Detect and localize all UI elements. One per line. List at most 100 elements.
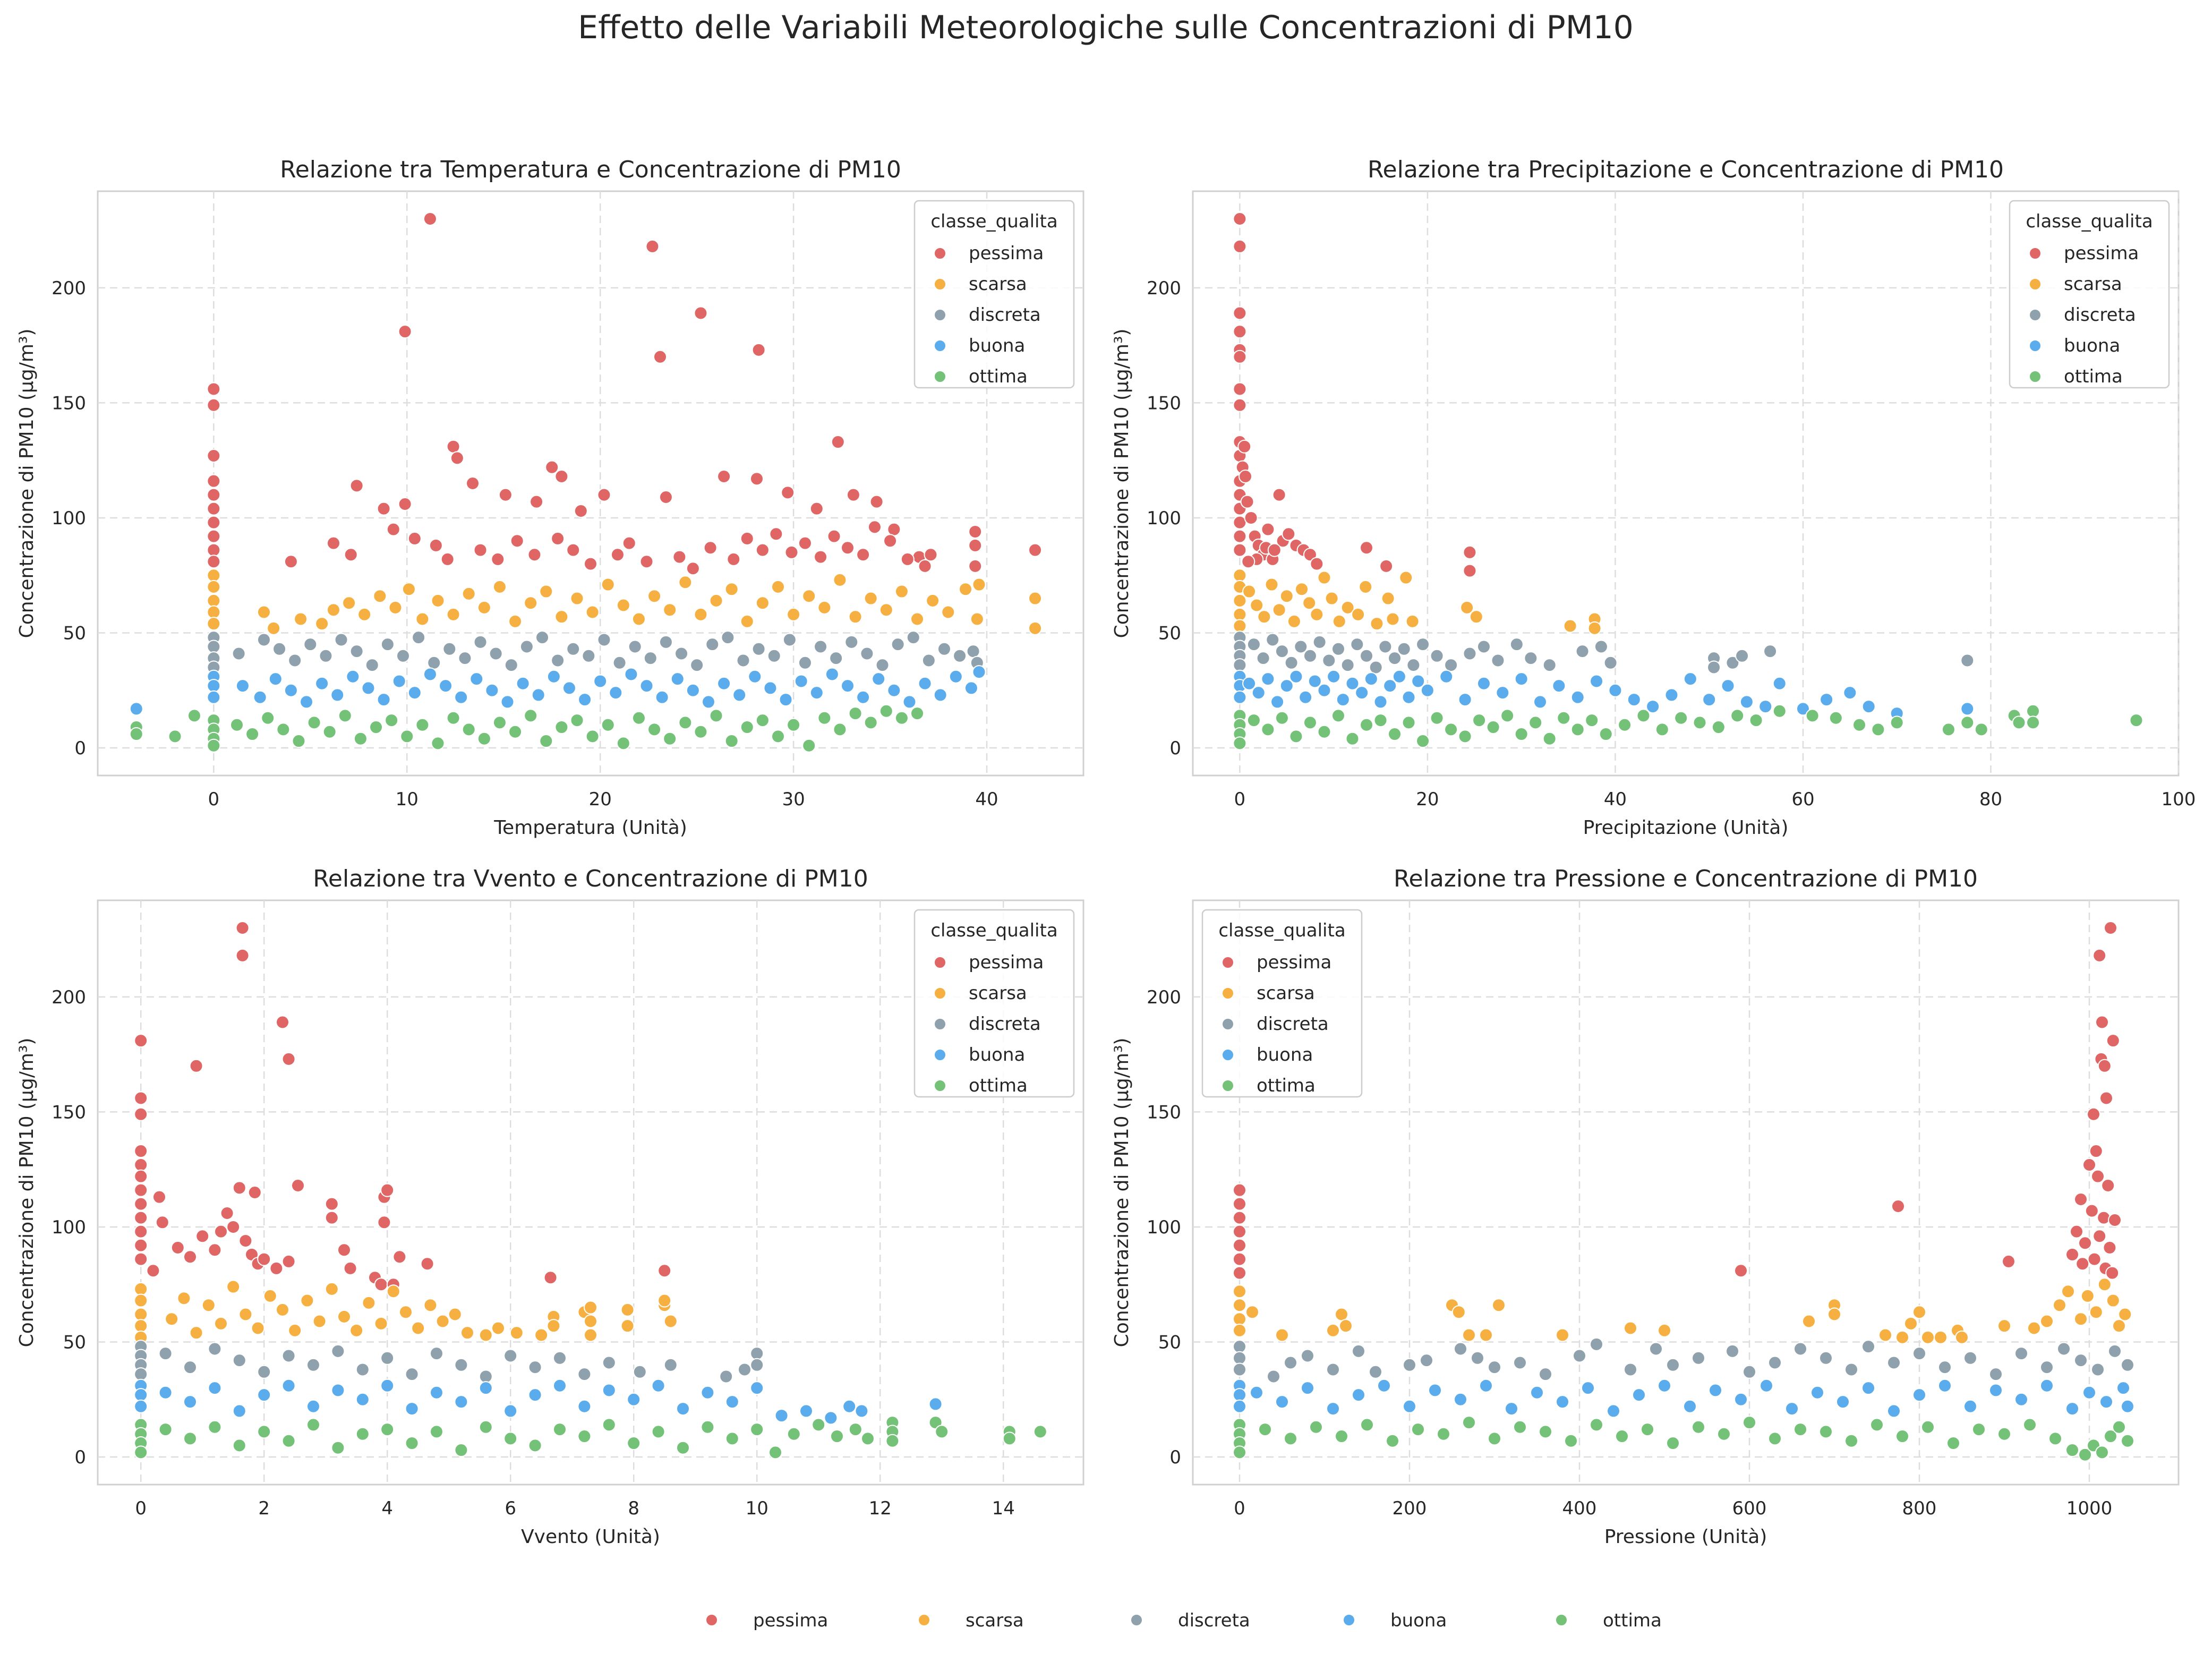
data-point-buona bbox=[257, 1388, 271, 1402]
data-point-pessima bbox=[968, 559, 983, 573]
data-point-scarsa bbox=[663, 603, 677, 617]
data-point-pessima bbox=[134, 1091, 148, 1105]
data-point-ottima bbox=[338, 709, 352, 723]
data-point-discreta bbox=[953, 649, 967, 663]
data-point-pessima bbox=[841, 541, 855, 555]
data-point-ottima bbox=[1462, 1416, 1476, 1430]
data-point-scarsa bbox=[357, 607, 372, 621]
data-point-ottima bbox=[1284, 1431, 1297, 1446]
data-point-pessima bbox=[284, 555, 298, 569]
data-point-ottima bbox=[1730, 709, 1745, 723]
data-point-scarsa bbox=[1405, 614, 1420, 628]
data-point-pessima bbox=[1233, 1266, 1246, 1280]
legend-marker-pessima bbox=[1222, 956, 1234, 969]
data-point-discreta bbox=[767, 649, 781, 663]
legend-marker-ottima bbox=[1222, 1079, 1234, 1092]
data-point-scarsa bbox=[207, 593, 221, 608]
data-point-ottima bbox=[1618, 718, 1632, 732]
data-point-ottima bbox=[894, 711, 909, 725]
data-point-scarsa bbox=[1460, 600, 1474, 615]
data-point-ottima bbox=[1585, 713, 1599, 728]
data-point-pessima bbox=[1233, 1183, 1246, 1197]
data-point-buona bbox=[1861, 700, 1876, 714]
data-point-discreta bbox=[319, 649, 333, 663]
data-point-scarsa bbox=[491, 1321, 505, 1335]
data-point-ottima bbox=[1743, 1416, 1756, 1430]
data-point-ottima bbox=[676, 1441, 690, 1455]
data-point-pessima bbox=[386, 522, 400, 536]
data-point-ottima bbox=[1636, 709, 1651, 723]
data-point-ottima bbox=[380, 1422, 395, 1437]
data-point-discreta bbox=[1471, 1351, 1484, 1365]
data-point-discreta bbox=[1430, 649, 1444, 663]
data-point-buona bbox=[949, 669, 963, 684]
data-point-discreta bbox=[1284, 1356, 1297, 1370]
data-point-buona bbox=[1233, 690, 1247, 704]
data-point-buona bbox=[1646, 700, 1660, 714]
data-point-pessima bbox=[924, 548, 938, 562]
data-point-buona bbox=[1299, 690, 1313, 704]
data-point-scarsa bbox=[1340, 600, 1355, 615]
data-point-ottima bbox=[1528, 715, 1543, 730]
data-point-scarsa bbox=[294, 612, 308, 626]
data-point-discreta bbox=[1403, 1358, 1416, 1372]
shared-legend-marker-discreta bbox=[1130, 1614, 1143, 1626]
data-point-buona bbox=[1709, 1383, 1722, 1397]
data-point-discreta bbox=[1246, 637, 1261, 652]
data-point-scarsa bbox=[411, 1321, 425, 1335]
data-point-pessima bbox=[1267, 543, 1282, 557]
data-point-discreta bbox=[504, 658, 518, 672]
data-point-ottima bbox=[812, 1418, 826, 1432]
data-point-ottima bbox=[701, 1420, 715, 1434]
data-point-discreta bbox=[1524, 651, 1538, 666]
data-point-ottima bbox=[709, 709, 723, 723]
data-point-pessima bbox=[247, 1186, 262, 1199]
data-point-pessima bbox=[900, 552, 915, 566]
data-point-pessima bbox=[1233, 1238, 1246, 1252]
data-point-ottima bbox=[1542, 731, 1557, 746]
data-point-pessima bbox=[1233, 350, 1247, 364]
shared-legend-marker-pessima bbox=[705, 1614, 718, 1626]
data-point-discreta bbox=[288, 653, 302, 668]
data-point-ottima bbox=[1570, 722, 1585, 737]
data-point-discreta bbox=[1369, 1365, 1382, 1379]
data-point-scarsa bbox=[584, 1314, 597, 1328]
y-axis-label: Concentrazione di PM10 (µg/m³) bbox=[16, 1038, 38, 1348]
x-tick-label: 4 bbox=[381, 1498, 393, 1519]
data-point-pessima bbox=[1734, 1264, 1748, 1278]
legend-title: classe_qualita bbox=[1218, 920, 1345, 941]
data-point-buona bbox=[779, 693, 793, 707]
data-point-discreta bbox=[1768, 1356, 1782, 1370]
data-point-ottima bbox=[1458, 729, 1472, 744]
data-point-buona bbox=[1439, 669, 1454, 684]
data-point-buona bbox=[686, 683, 700, 697]
x-tick-label: 1000 bbox=[2066, 1498, 2113, 1519]
data-point-ottima bbox=[554, 720, 569, 735]
data-point-discreta bbox=[1322, 653, 1336, 668]
data-point-buona bbox=[1938, 1378, 1952, 1393]
data-point-scarsa bbox=[1265, 577, 1279, 592]
data-point-pessima bbox=[134, 1144, 148, 1158]
data-point-pessima bbox=[377, 501, 391, 516]
data-point-pessima bbox=[2002, 1254, 2015, 1268]
data-point-discreta bbox=[430, 1346, 443, 1361]
data-point-buona bbox=[315, 676, 329, 691]
data-point-discreta bbox=[602, 1356, 616, 1370]
data-point-pessima bbox=[867, 520, 882, 534]
data-point-discreta bbox=[2121, 1358, 2134, 1372]
data-point-discreta bbox=[503, 1349, 518, 1363]
data-point-scarsa bbox=[802, 589, 816, 603]
data-point-scarsa bbox=[2118, 1307, 2132, 1322]
data-point-buona bbox=[392, 674, 406, 688]
x-tick-label: 40 bbox=[1604, 789, 1627, 810]
data-point-ottima bbox=[158, 1422, 173, 1437]
data-point-buona bbox=[1326, 1402, 1340, 1416]
scatter-points bbox=[1233, 921, 2134, 1462]
data-point-ottima bbox=[1711, 720, 1726, 735]
data-point-ottima bbox=[755, 713, 770, 728]
data-point-discreta bbox=[1819, 1351, 1833, 1365]
data-point-buona bbox=[774, 1409, 789, 1423]
data-point-discreta bbox=[232, 1353, 246, 1368]
data-point-buona bbox=[872, 672, 886, 686]
